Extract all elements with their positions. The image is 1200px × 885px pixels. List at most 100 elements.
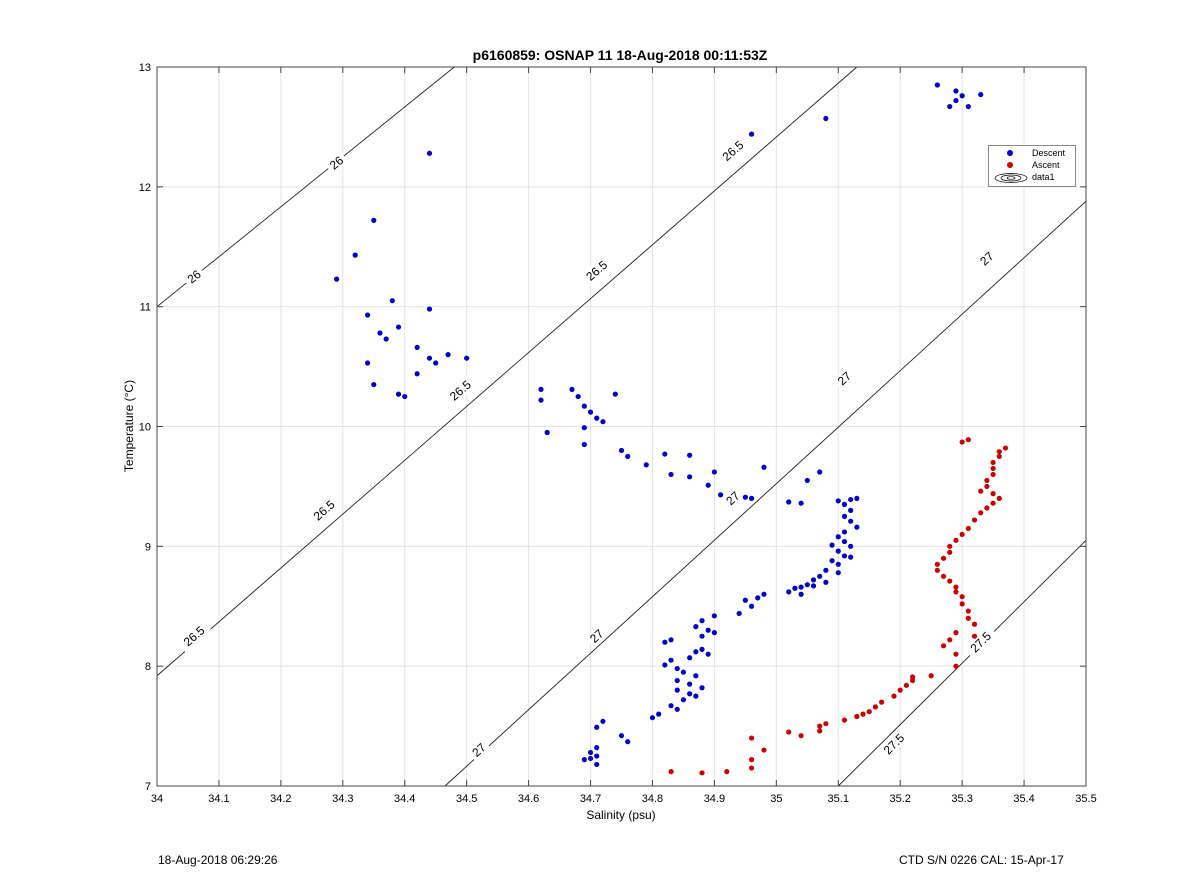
descent-point — [594, 745, 600, 751]
contour-label-bg — [579, 254, 615, 288]
ascent-point — [996, 453, 1002, 460]
descent-point — [662, 662, 668, 668]
descent-point — [383, 336, 389, 342]
series-descent — [334, 82, 984, 768]
contour-label-bg — [974, 246, 1000, 271]
ascent-point — [947, 543, 953, 549]
descent-point — [711, 469, 718, 475]
descent-point — [798, 591, 804, 597]
ascent-point — [761, 747, 767, 753]
descent-point — [693, 673, 699, 679]
ascent-point — [891, 693, 897, 699]
descent-point — [364, 360, 371, 366]
descent-point — [581, 425, 587, 431]
descent-point — [835, 570, 841, 576]
ascent-point — [953, 663, 959, 669]
series-ascent — [668, 437, 1009, 776]
ascent-point — [959, 439, 965, 445]
descent-point — [848, 496, 854, 503]
descent-point — [848, 554, 854, 560]
descent-point — [699, 685, 705, 691]
contour-label-bg — [584, 624, 609, 649]
descent-point — [792, 585, 798, 591]
descent-point — [668, 471, 674, 478]
y-tick-label: 7 — [145, 781, 151, 793]
descent-point — [705, 651, 711, 657]
ascent-point — [953, 630, 959, 636]
descent-point — [810, 583, 817, 589]
descent-point — [835, 534, 841, 540]
descent-point — [705, 482, 711, 488]
ascent-point — [879, 699, 885, 705]
descent-point — [594, 753, 600, 759]
x-tick-label: 34.6 — [518, 793, 539, 805]
descent-point — [687, 681, 693, 687]
descent-point — [612, 391, 618, 397]
descent-point — [680, 669, 687, 675]
descent-point — [748, 495, 755, 501]
descent-point — [662, 639, 668, 645]
ascent-point — [965, 525, 971, 531]
legend-label-ascent: Ascent — [1032, 160, 1060, 170]
ascent-point — [928, 673, 934, 679]
descent-point — [674, 687, 680, 693]
ascent-point — [909, 674, 916, 680]
descent-point — [959, 93, 965, 99]
ascent-point — [971, 517, 978, 523]
ascent-point — [1002, 445, 1009, 451]
descent-point — [848, 518, 854, 524]
x-tick-label: 34.4 — [394, 793, 415, 805]
ascent-point — [996, 495, 1002, 501]
ascent-point — [897, 687, 903, 693]
descent-point — [687, 474, 693, 480]
ascent-point — [872, 704, 879, 710]
descent-point — [817, 469, 823, 475]
ascent-point — [984, 483, 990, 490]
y-tick-label: 11 — [140, 302, 151, 314]
descent-point — [594, 761, 600, 768]
x-tick-label: 34.1 — [208, 793, 229, 805]
contour-label-bg — [832, 366, 857, 391]
descent-point — [829, 542, 835, 548]
ascent-point — [940, 555, 947, 561]
descent-point — [748, 603, 755, 609]
descent-point — [377, 330, 383, 336]
legend: Descent Ascent data1 — [988, 145, 1076, 187]
x-tick-label: 34 — [151, 793, 163, 805]
descent-point — [575, 393, 581, 400]
contour-legend-icon — [994, 173, 1028, 183]
descent-point — [334, 276, 340, 282]
descent-point — [618, 447, 625, 454]
ascent-point — [990, 471, 996, 478]
x-tick-label: 34.7 — [580, 793, 601, 805]
ascent-point — [953, 651, 959, 657]
descent-point — [687, 655, 693, 661]
x-tick-label: 35.1 — [828, 793, 849, 805]
ascent-point — [953, 537, 959, 543]
ascent-point — [934, 561, 940, 567]
descent-point — [668, 657, 674, 663]
descent-point — [699, 646, 705, 652]
descent-point — [587, 749, 594, 756]
ascent-point — [996, 449, 1002, 455]
descent-point — [742, 494, 748, 500]
x-tick-label: 35 — [770, 793, 782, 805]
x-tick-label: 35.3 — [951, 793, 972, 805]
descent-point — [947, 103, 953, 110]
ascent-point — [748, 765, 755, 771]
descent-point — [848, 507, 854, 513]
descent-point — [600, 419, 606, 425]
ascent-point — [748, 757, 755, 763]
descent-point — [835, 561, 841, 567]
ascent-point — [940, 643, 947, 649]
contour-label-bg — [306, 493, 342, 527]
x-tick-label: 34.2 — [270, 793, 291, 805]
ascent-point — [953, 584, 959, 590]
legend-label-descent: Descent — [1032, 148, 1066, 158]
ascent-point — [947, 578, 953, 584]
contour-label-bg — [466, 738, 492, 762]
descent-point — [674, 706, 680, 712]
descent-point — [414, 344, 420, 351]
ascent-point — [748, 735, 755, 741]
descent-point — [841, 538, 848, 545]
